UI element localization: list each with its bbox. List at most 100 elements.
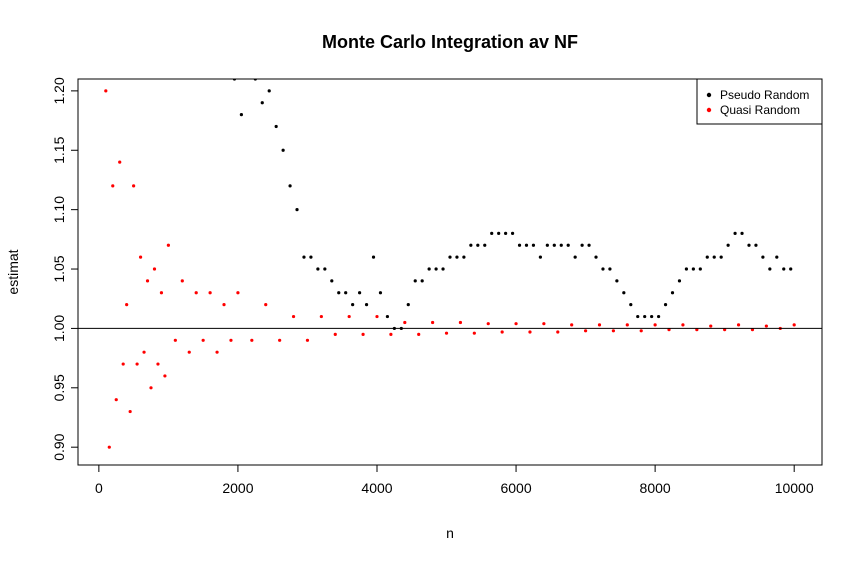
legend: Pseudo Random Quasi Random [696, 78, 823, 125]
y-tick-label: 0.95 [51, 374, 67, 401]
data-point [775, 255, 779, 259]
data-point [208, 291, 212, 295]
x-tick-label: 10000 [775, 480, 814, 496]
legend-box [696, 78, 823, 125]
data-point [636, 314, 640, 319]
data-point [556, 330, 560, 334]
data-point [295, 208, 299, 212]
data-point [413, 279, 417, 283]
data-point [389, 332, 393, 336]
data-point [173, 338, 177, 342]
data-point [431, 320, 435, 325]
data-point [121, 362, 125, 366]
data-point [764, 324, 768, 328]
data-point [587, 243, 591, 247]
data-point [524, 243, 529, 247]
data-point [497, 231, 501, 235]
data-point [358, 291, 362, 295]
data-point [420, 279, 424, 283]
data-point [510, 231, 515, 235]
y-tick-label: 0.90 [51, 433, 67, 460]
data-point [625, 323, 629, 327]
data-point [545, 243, 549, 247]
x-tick-label: 4000 [361, 480, 392, 496]
data-point [333, 332, 337, 336]
data-point [260, 101, 264, 105]
data-point [517, 243, 522, 247]
data-point [583, 329, 588, 333]
data-point [441, 267, 445, 271]
data-point [427, 267, 431, 271]
y-tick-label: 1.05 [51, 255, 67, 282]
plot-frame [77, 78, 823, 466]
data-point [187, 350, 191, 354]
data-point [643, 314, 647, 319]
data-point [323, 267, 327, 271]
data-point [316, 267, 320, 271]
data-point [597, 323, 602, 327]
data-point [138, 255, 143, 259]
data-point [458, 320, 463, 325]
data-point [677, 279, 682, 283]
x-axis: 0 2000 4000 6000 8000 10000 [95, 464, 814, 496]
data-point [305, 338, 310, 342]
data-point [681, 323, 685, 327]
data-point [347, 314, 351, 319]
data-point [747, 243, 751, 247]
data-point [726, 243, 730, 247]
data-point [709, 324, 713, 328]
data-point [573, 255, 577, 259]
legend-label-pseudo: Pseudo Random [720, 88, 809, 102]
data-point [601, 267, 605, 271]
data-point [768, 267, 772, 271]
data-point [281, 148, 285, 152]
chart-title: Monte Carlo Integration av NF [322, 32, 578, 52]
x-axis-label: n [446, 525, 454, 541]
data-point [344, 291, 348, 295]
data-point [152, 267, 157, 271]
data-point [684, 267, 689, 271]
data-point [385, 314, 390, 319]
data-point [319, 314, 323, 319]
data-point [149, 386, 153, 390]
data-point [733, 231, 737, 235]
data-point [611, 329, 616, 333]
data-point [135, 362, 139, 366]
data-point [364, 303, 369, 307]
data-point [250, 338, 254, 342]
x-tick-label: 6000 [500, 480, 531, 496]
data-point [490, 231, 494, 235]
data-point [629, 303, 633, 307]
data-point [180, 279, 184, 283]
data-point [469, 243, 473, 247]
data-point [639, 329, 643, 333]
data-point [222, 303, 226, 307]
data-point [378, 291, 383, 295]
data-point [594, 255, 598, 259]
data-point [792, 323, 796, 327]
data-point [698, 267, 702, 271]
data-point [309, 255, 313, 259]
data-point [761, 255, 765, 259]
data-point [291, 314, 296, 319]
y-tick-label: 1.10 [51, 196, 67, 223]
data-point [371, 255, 376, 259]
y-tick-label: 1.15 [51, 136, 67, 163]
data-point [663, 303, 668, 307]
data-point [514, 322, 518, 326]
legend-marker-pseudo [706, 92, 712, 98]
data-point [274, 124, 278, 129]
data-point [566, 243, 570, 247]
data-point [559, 243, 563, 247]
data-point [782, 267, 786, 271]
x-tick-label: 8000 [640, 480, 671, 496]
y-axis: 0.90 0.95 1.00 1.05 1.10 1.15 1.20 [51, 77, 78, 461]
data-point [542, 322, 546, 326]
data-point [740, 231, 744, 235]
data-point [118, 160, 122, 164]
data-point [712, 255, 716, 259]
data-point [455, 255, 459, 259]
data-point [483, 243, 487, 247]
data-point [406, 303, 410, 307]
